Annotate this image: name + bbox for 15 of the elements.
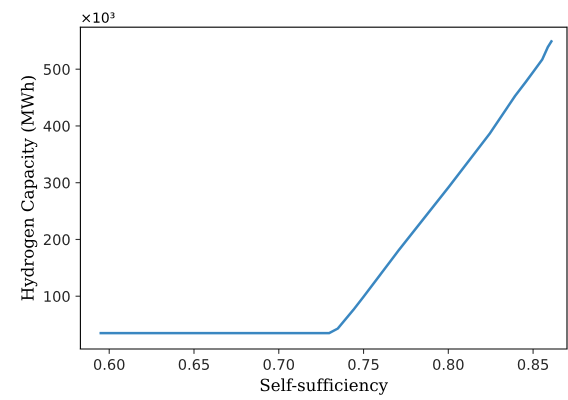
text: ×10³ — [82, 12, 115, 23]
x-tick-label: 0.70 — [263, 358, 294, 370]
x-tick-label: 0.65 — [178, 358, 209, 370]
line-series — [99, 40, 553, 334]
y-tick-label: 300 — [44, 177, 70, 188]
x-tick-label: 0.75 — [348, 358, 379, 370]
x-tick-label: 0.85 — [518, 358, 548, 370]
x-tick-label: 0.80 — [433, 358, 464, 370]
y-tick-label: 100 — [44, 290, 70, 302]
y-tick-label: 500 — [44, 64, 70, 75]
y-axis-title: Hydrogen Capacity (MWh) — [20, 76, 38, 300]
y-tick-label: 200 — [44, 234, 70, 246]
x-axis-title: Self-sufficiency — [260, 378, 388, 395]
y-tick-label: 400 — [44, 120, 70, 132]
x-tick-label: 0.60 — [94, 358, 124, 370]
